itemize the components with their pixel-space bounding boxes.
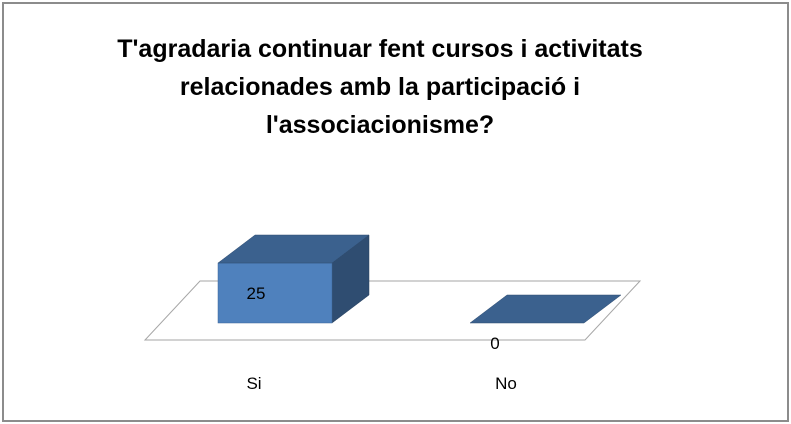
chart-title: T'agradaria continuar fent cursos i acti… <box>117 35 643 139</box>
bar-top <box>217 234 370 264</box>
bar-front <box>217 262 333 324</box>
data-label: 0 <box>490 334 499 353</box>
x-tick-label: No <box>495 374 517 393</box>
x-tick-label: Si <box>246 374 261 393</box>
bar-top <box>469 294 622 324</box>
data-label: 25 <box>247 284 266 303</box>
